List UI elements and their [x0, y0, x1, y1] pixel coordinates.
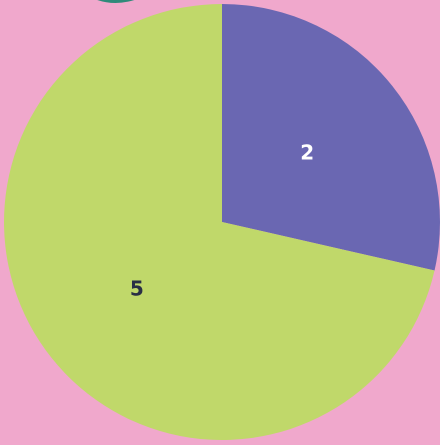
- decoration: [97, 0, 135, 3]
- slice-label: 5: [130, 276, 144, 300]
- pie-slice: [3, 4, 435, 440]
- pie-slice: [222, 4, 440, 271]
- slice-label: 2: [300, 141, 314, 165]
